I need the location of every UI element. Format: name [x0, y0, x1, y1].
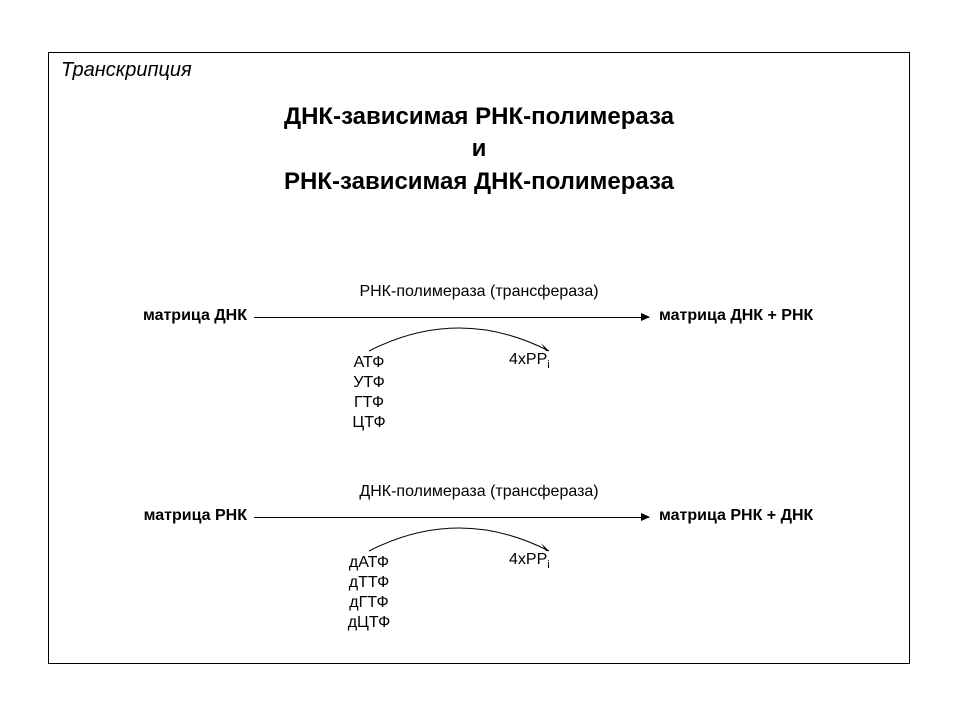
- curve-arrow-1: [349, 317, 569, 353]
- title-line-1: ДНК-зависимая РНК-полимераза: [49, 101, 909, 133]
- title-line-3: РНК-зависимая ДНК-полимераза: [49, 166, 909, 198]
- section-label: Транскрипция: [61, 59, 192, 82]
- byproduct-1-sub: i: [547, 359, 549, 371]
- substrate-1-3: ЦТФ: [329, 413, 409, 433]
- substrates-2: дАТФ дТТФ дГТФ дЦТФ: [329, 553, 409, 633]
- reaction-2-right: матрица РНК + ДНК: [659, 507, 813, 525]
- byproduct-2: 4xPPi: [509, 551, 550, 571]
- byproduct-1-prefix: 4xPP: [509, 351, 547, 368]
- substrate-2-3: дЦТФ: [329, 613, 409, 633]
- substrates-1: АТФ УТФ ГТФ ЦТФ: [329, 353, 409, 433]
- substrate-1-2: ГТФ: [329, 393, 409, 413]
- substrate-2-0: дАТФ: [329, 553, 409, 573]
- substrate-2-2: дГТФ: [329, 593, 409, 613]
- enzyme-label-2: ДНК-полимераза (трансфераза): [49, 483, 909, 501]
- substrate-1-0: АТФ: [329, 353, 409, 373]
- title-block: ДНК-зависимая РНК-полимераза и РНК-завис…: [49, 101, 909, 198]
- byproduct-1: 4xPPi: [509, 351, 550, 371]
- byproduct-2-prefix: 4xPP: [509, 551, 547, 568]
- title-line-2: и: [49, 133, 909, 165]
- reaction-1-left: матрица ДНК: [127, 307, 247, 325]
- reaction-2-left: матрица РНК: [127, 507, 247, 525]
- substrate-1-1: УТФ: [329, 373, 409, 393]
- reaction-1-right: матрица ДНК + РНК: [659, 307, 813, 325]
- substrate-2-1: дТТФ: [329, 573, 409, 593]
- enzyme-label-1: РНК-полимераза (трансфераза): [49, 283, 909, 301]
- curve-arrow-2: [349, 517, 569, 553]
- diagram-frame: Транскрипция ДНК-зависимая РНК-полимераз…: [48, 52, 910, 664]
- byproduct-2-sub: i: [547, 559, 549, 571]
